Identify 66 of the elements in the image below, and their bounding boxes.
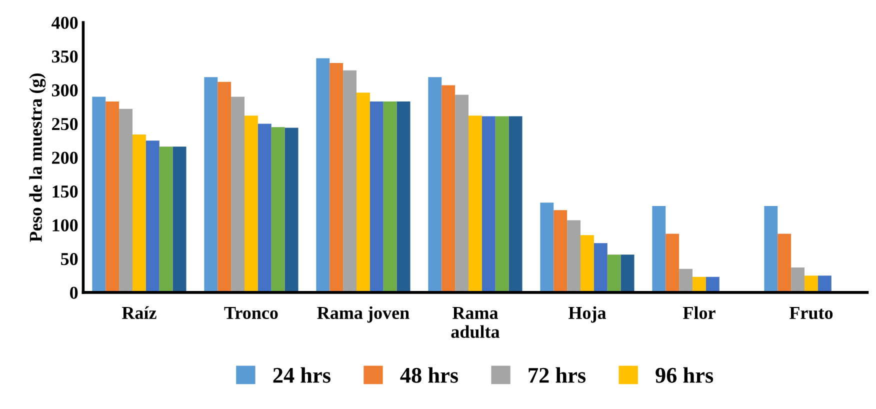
legend-label: 48 hrs [400, 367, 458, 383]
y-axis-title: Peso de la muestra (g) [29, 74, 46, 242]
bar [764, 206, 778, 292]
bar [706, 276, 720, 292]
x-tick-label: Hoja [568, 306, 606, 323]
legend-label: 96 hrs [656, 367, 714, 383]
bar [607, 254, 621, 292]
bar [554, 210, 568, 292]
x-tick-label: Flor [683, 306, 716, 320]
y-tick-label: 350 [52, 50, 78, 63]
bar [495, 116, 509, 292]
bar [159, 146, 173, 292]
bar [804, 276, 818, 292]
bar [271, 127, 285, 292]
bar [244, 116, 258, 292]
y-tick-label: 150 [52, 185, 78, 198]
bar [620, 254, 634, 292]
y-tick-label: 50 [61, 252, 78, 266]
x-tick-label: Fruto [789, 307, 833, 320]
bar [356, 92, 370, 292]
bar [442, 85, 456, 292]
bar [818, 276, 832, 292]
bar [383, 101, 397, 292]
bar [482, 116, 496, 292]
bar [258, 124, 272, 292]
bar [119, 108, 132, 292]
bar [316, 58, 330, 292]
bar [343, 70, 357, 292]
bar [330, 62, 344, 292]
bar [594, 243, 608, 292]
x-tick-label: Tronco [224, 307, 278, 320]
y-tick-label: 200 [52, 152, 78, 164]
bar [580, 235, 594, 292]
bar [204, 77, 218, 292]
bar [666, 234, 680, 292]
bar [231, 96, 245, 292]
bar [284, 128, 298, 292]
bar [778, 234, 792, 292]
bar [106, 101, 120, 292]
bar [92, 96, 106, 292]
bar [428, 77, 442, 292]
bar [218, 82, 232, 292]
y-tick-label: 400 [52, 16, 78, 29]
bar [132, 134, 146, 292]
y-tick-label: 300 [52, 84, 78, 96]
bar [455, 94, 469, 292]
x-tick-label: Raíz [122, 306, 156, 320]
bar [172, 146, 186, 292]
bar [692, 276, 706, 292]
legend-label: 72 hrs [528, 367, 586, 383]
bar [146, 140, 160, 292]
y-tick-label: 0 [70, 286, 78, 299]
bar [370, 101, 384, 292]
bar [396, 101, 410, 292]
legend-label: 24 hrs [273, 367, 330, 383]
bar [652, 206, 666, 292]
y-tick-label: 100 [52, 219, 78, 232]
bar [567, 220, 581, 292]
y-tick-label: 250 [52, 118, 78, 130]
bar [508, 116, 522, 292]
bar [791, 267, 805, 292]
x-tick-label: Rama joven [317, 306, 410, 323]
x-tick-label: Rama adulta [451, 307, 500, 338]
bar [468, 116, 482, 292]
bar [540, 202, 554, 292]
bar [679, 268, 693, 292]
